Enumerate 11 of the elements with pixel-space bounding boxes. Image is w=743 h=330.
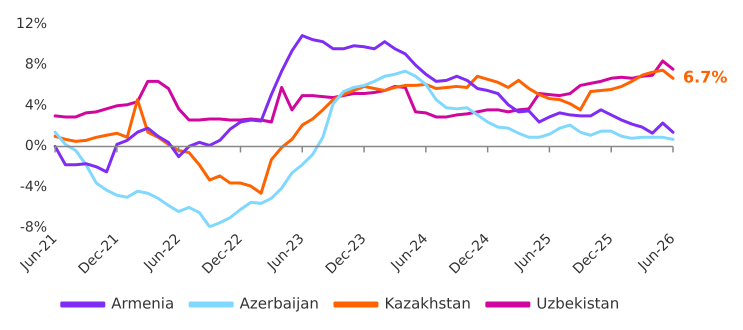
legend-label: Azerbaijan bbox=[240, 294, 319, 312]
y-tick-label: 4% bbox=[24, 97, 48, 114]
y-tick-label: 12% bbox=[16, 16, 48, 32]
y-tick-label: -4% bbox=[20, 178, 48, 195]
y-tick-label: -8% bbox=[20, 219, 48, 236]
legend-label: Kazakhstan bbox=[384, 294, 471, 312]
y-tick-label: 0% bbox=[24, 138, 48, 154]
legend-label: Armenia bbox=[111, 294, 174, 312]
y-tick-label: 8% bbox=[24, 56, 48, 73]
legend-label: Uzbekistan bbox=[536, 294, 620, 312]
annotation: 6.7% bbox=[683, 67, 728, 86]
